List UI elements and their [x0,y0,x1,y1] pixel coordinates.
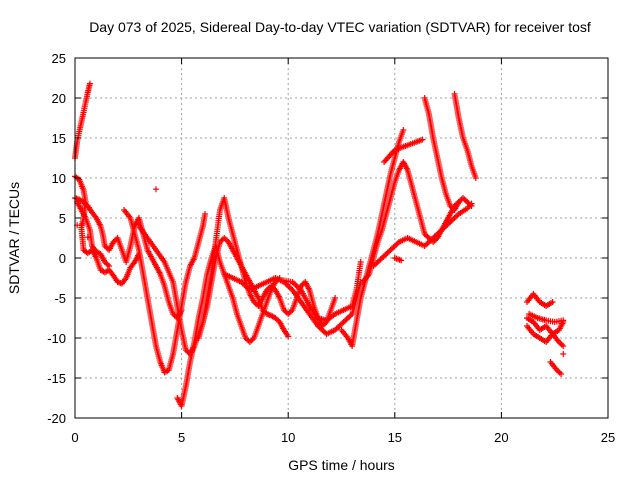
data-point-marker [106,263,113,269]
series-track-18 [523,291,556,309]
data-point-marker [560,317,567,324]
x-tick-label: 15 [388,430,402,445]
data-point-marker [558,371,565,377]
series-track-7 [174,243,283,409]
data-point-marker [86,80,93,87]
data-point-marker [285,333,292,340]
y-axis-title: SDTVAR / TECUs [6,182,22,294]
series-track-20 [523,323,567,349]
y-tick-label: -15 [47,371,66,386]
x-tick-label: 5 [178,430,185,445]
data-point-marker [357,259,364,265]
y-tick-label: 10 [52,171,66,186]
y-tick-label: 15 [52,131,66,146]
y-tick-label: 0 [59,251,66,266]
series-track-16 [421,95,462,213]
x-tick-label: 0 [71,430,78,445]
data-point-marker [332,295,339,301]
x-axis-title: GPS time / hours [288,457,395,473]
series-track-10 [280,259,364,324]
y-tick-label: -20 [47,411,66,426]
series-track-15 [381,136,426,165]
series-track-21 [526,311,567,325]
data-points [72,80,567,409]
series-track-17 [451,91,479,181]
data-point-marker [468,200,475,207]
series-track-4 [74,199,113,269]
series-track-12 [359,159,475,285]
data-point-marker [78,222,85,229]
data-point-marker [84,234,91,241]
series-isolated [74,186,567,357]
plot-frame [74,57,609,419]
data-point-marker [202,211,209,217]
grid [75,58,608,418]
series-track-13 [370,200,475,269]
data-point-marker [472,175,479,181]
chart-title: Day 073 of 2025, Sidereal Day-to-day VTE… [89,19,591,35]
x-tick-label: 25 [601,430,615,445]
axis-ticks: 0 5 10 15 20 25 -20 -15 -10 -5 0 5 10 15 20 25 [47,51,615,445]
x-tick-label: 10 [281,430,295,445]
data-point-marker [549,299,556,305]
data-point-marker [419,136,426,143]
x-tick-label: 20 [494,430,508,445]
data-point-marker [153,186,160,193]
series-track-19 [523,315,567,337]
y-tick-label: 25 [52,51,66,66]
y-tick-label: 5 [59,211,66,226]
y-tick-label: -10 [47,331,66,346]
data-point-marker [455,199,462,205]
y-tick-label: 20 [52,91,66,106]
series-track-14 [391,255,405,264]
data-point-marker [398,257,405,264]
series-track-9 [221,271,364,337]
data-point-marker [400,127,407,133]
data-point-marker [560,343,567,349]
y-tick-label: -5 [54,291,66,306]
data-point-marker [560,351,567,357]
series-track-5 [121,207,209,376]
series-track-22 [547,359,565,377]
